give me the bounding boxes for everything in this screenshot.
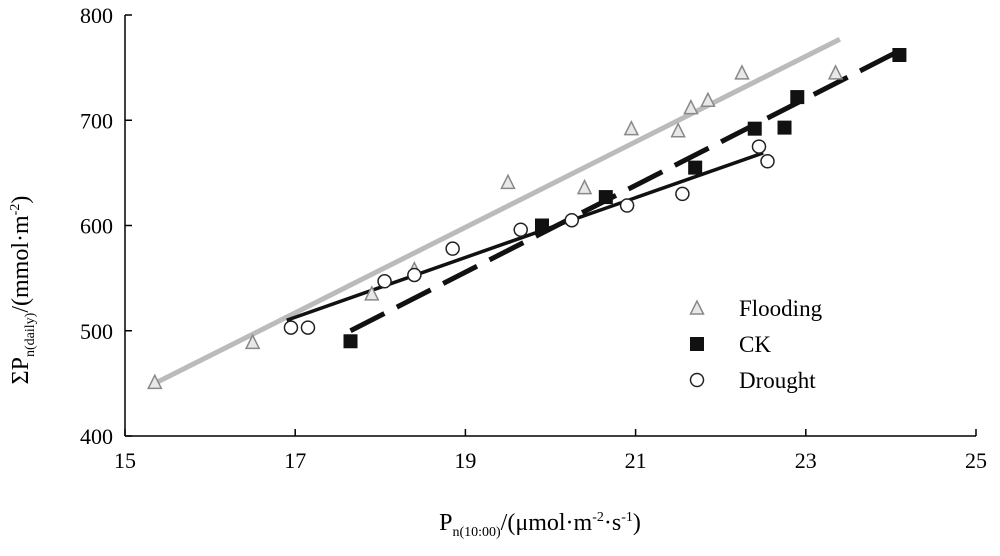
x-tick-label: 21: [625, 448, 647, 473]
legend-marker-drought: [689, 372, 705, 388]
legend-marker-ck: [690, 337, 704, 351]
point-ck: [688, 160, 703, 175]
point-ck: [598, 190, 613, 205]
point-drought: [407, 267, 422, 283]
point-drought: [619, 198, 635, 213]
point-flooding: [364, 285, 380, 301]
point-flooding: [683, 98, 699, 115]
legend-marker-flooding: [689, 299, 705, 315]
point-ck: [747, 121, 762, 136]
fit-lines: [153, 36, 901, 386]
x-tick-label: 23: [795, 448, 817, 473]
x-tick-label: 17: [284, 448, 306, 473]
fit-line-flooding: [153, 36, 841, 386]
y-tick-label: 700: [80, 108, 113, 133]
point-drought: [377, 274, 392, 289]
x-axis-title: Pn(10:00)/(μmol·m-2·s-1): [439, 510, 641, 540]
point-drought: [300, 320, 316, 335]
point-drought: [445, 241, 460, 256]
point-flooding: [147, 373, 163, 390]
y-axis-title: ΣPn(daily)/(mmol·m-2): [8, 196, 38, 385]
point-flooding: [623, 119, 640, 136]
data-points: [147, 47, 907, 390]
point-ck: [892, 47, 907, 62]
point-flooding: [244, 333, 261, 350]
point-flooding: [827, 64, 844, 80]
point-drought: [675, 186, 690, 202]
legend: Flooding CK Drought: [689, 296, 823, 393]
legend-label-drought: Drought: [739, 368, 816, 393]
point-ck: [534, 218, 549, 233]
point-flooding: [500, 173, 516, 190]
fit-line-ck: [349, 48, 901, 333]
x-tick-label: 19: [454, 448, 476, 473]
point-ck: [777, 120, 792, 135]
legend-label-ck: CK: [739, 332, 771, 357]
point-drought: [751, 139, 767, 154]
point-flooding: [734, 64, 750, 80]
point-drought: [283, 320, 299, 335]
y-tick-label: 400: [80, 424, 113, 449]
y-tick-label: 600: [80, 214, 113, 239]
point-flooding: [670, 122, 686, 138]
axes: 15 17 19 21 23 25 400 500 600 700 800: [80, 3, 987, 473]
fit-line-drought: [286, 151, 764, 322]
point-flooding: [576, 178, 593, 195]
x-tick-label: 15: [114, 448, 136, 473]
y-tick-label: 500: [80, 319, 113, 344]
point-drought: [513, 222, 528, 237]
y-tick-label: 800: [80, 3, 113, 28]
point-ck: [343, 334, 358, 349]
x-tick-label: 25: [965, 448, 987, 473]
point-ck: [790, 90, 805, 105]
legend-label-flooding: Flooding: [739, 296, 823, 321]
point-flooding: [700, 91, 716, 108]
point-drought: [564, 212, 580, 228]
point-drought: [760, 154, 775, 169]
